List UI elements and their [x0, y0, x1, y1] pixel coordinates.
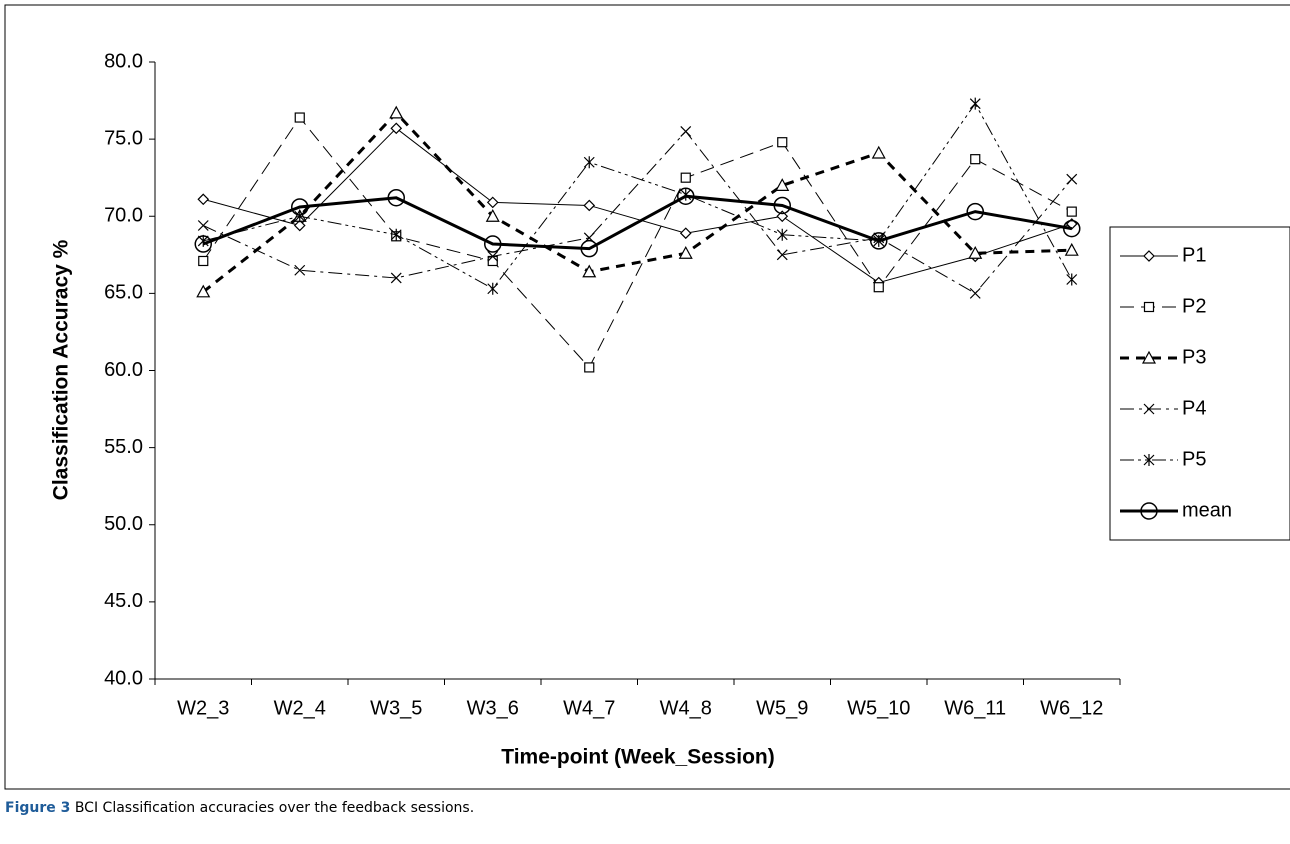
point: [966, 202, 984, 221]
caption-text: BCI Classification accuracies over the f…: [74, 800, 475, 816]
point: [390, 122, 403, 135]
point: [196, 284, 211, 298]
point: [487, 250, 499, 262]
legend-label: P5: [1182, 448, 1206, 470]
point: [1064, 242, 1079, 256]
x-axis-title: Time-point (Week_Session): [501, 746, 774, 769]
y-tick-label: 60.0: [104, 359, 143, 381]
y-tick-label: 65.0: [104, 282, 143, 304]
point: [1066, 173, 1078, 185]
point: [197, 220, 209, 231]
point: [197, 193, 210, 206]
point: [487, 282, 499, 295]
series-line: [203, 130, 1073, 295]
point: [1066, 206, 1077, 217]
point: [970, 154, 981, 165]
legend-marker: [1143, 250, 1155, 262]
point: [387, 188, 405, 207]
legend-label: mean: [1182, 499, 1232, 521]
point: [390, 228, 402, 241]
point: [198, 255, 209, 267]
series-line: [203, 102, 1073, 290]
point: [580, 239, 598, 258]
point: [583, 199, 596, 212]
point: [776, 249, 788, 261]
x-tick-label: W5_9: [756, 697, 808, 719]
series-line: [202, 116, 1072, 369]
y-tick-label: 75.0: [104, 127, 143, 149]
x-tick-label: W4_7: [563, 697, 615, 719]
point: [969, 287, 981, 299]
point: [583, 156, 595, 169]
point: [775, 178, 790, 191]
legend-marker: [1143, 454, 1155, 466]
y-tick-label: 80.0: [104, 50, 143, 72]
legend-marker: [1140, 502, 1158, 520]
legend: [1109, 226, 1290, 541]
legend-label: P1: [1182, 244, 1206, 266]
point: [677, 187, 695, 205]
x-tick-label: W6_11: [944, 697, 1006, 719]
caption: Figure 3 BCI Classification accuracies o…: [5, 800, 474, 816]
point: [871, 145, 886, 159]
point: [293, 219, 306, 232]
x-tick-label: W2_3: [177, 697, 229, 719]
point: [679, 227, 692, 240]
caption-label: Figure 3: [5, 800, 71, 816]
point: [773, 196, 791, 215]
point: [486, 196, 499, 209]
x-tick-label: W4_8: [660, 697, 712, 719]
legend-label: P3: [1182, 346, 1206, 368]
point: [390, 272, 402, 284]
point: [777, 137, 788, 148]
point: [291, 198, 309, 216]
series-line: [202, 194, 1073, 251]
point: [873, 282, 884, 293]
point: [389, 105, 404, 119]
point: [680, 125, 692, 137]
chart-frame: [4, 4, 1290, 790]
point: [1066, 273, 1078, 286]
legend-label: P2: [1182, 295, 1206, 317]
legend-marker: [1143, 301, 1155, 313]
legend-label: P4: [1182, 397, 1206, 419]
point: [294, 112, 305, 123]
legend-marker: [1141, 350, 1157, 364]
point: [776, 228, 788, 241]
x-tick-label: W5_10: [847, 697, 910, 719]
point: [294, 264, 306, 276]
point: [1065, 218, 1078, 230]
point: [582, 264, 597, 278]
point: [680, 172, 691, 183]
point: [487, 255, 498, 267]
y-tick-label: 40.0: [104, 667, 143, 689]
point: [870, 232, 888, 250]
point: [485, 208, 500, 222]
x-tick-label: W3_6: [467, 697, 519, 719]
point: [484, 235, 502, 253]
y-tick-label: 50.0: [104, 513, 143, 535]
point: [194, 235, 212, 253]
x-tick-label: W6_12: [1040, 697, 1103, 719]
legend-marker: [1143, 403, 1155, 415]
series-line: [202, 110, 1072, 294]
point: [968, 246, 983, 259]
point: [969, 97, 981, 110]
y-axis-title: Classification Accuracy %: [50, 239, 73, 500]
x-tick-label: W3_5: [370, 697, 422, 719]
point: [678, 246, 693, 259]
y-tick-label: 55.0: [104, 436, 143, 458]
y-tick-label: 70.0: [104, 205, 143, 227]
y-tick-label: 45.0: [104, 590, 143, 612]
series-line: [203, 127, 1072, 284]
point: [584, 362, 595, 373]
x-tick-label: W2_4: [274, 697, 326, 719]
point: [1063, 219, 1081, 238]
point: [294, 210, 306, 223]
chart: Time-point (Week_Session) Classification…: [4, 4, 1290, 790]
